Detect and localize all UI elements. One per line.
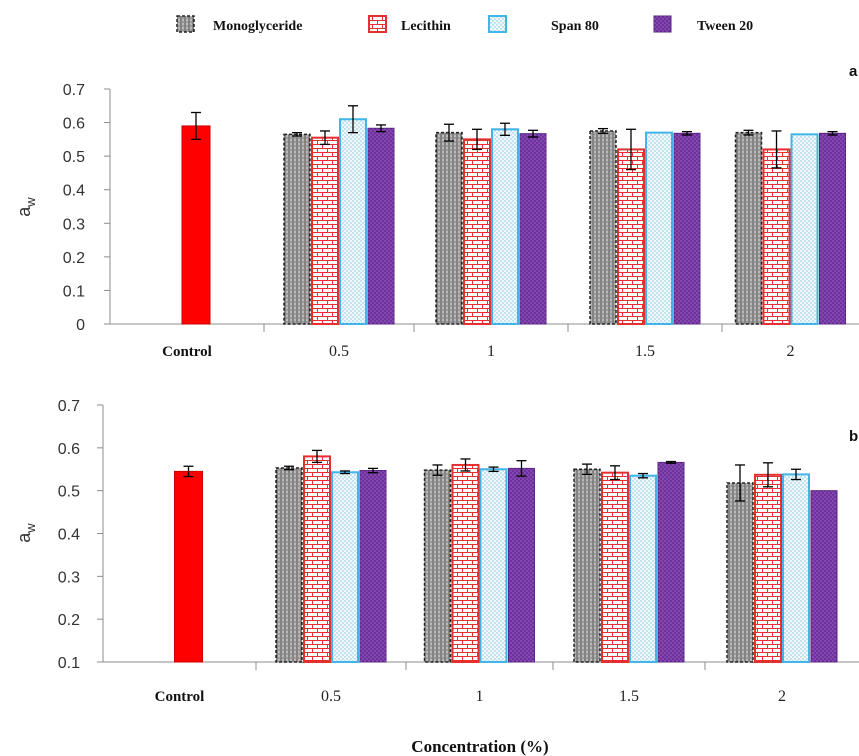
y-tick-label: 0.6 (58, 441, 80, 458)
x-category-label: 1 (487, 343, 495, 360)
legend-item-span-80: Span 80 (488, 15, 599, 34)
y-tick-label: 0.1 (58, 655, 80, 672)
x-category-label: 1.5 (619, 688, 639, 705)
x-category-label: 1.5 (635, 343, 655, 360)
legend-swatch-tween-20 (653, 15, 672, 33)
y-axis-label: aw (14, 523, 38, 543)
legend-item-monoglyceride: Monoglyceride (176, 15, 302, 34)
legend-item-lecithin: Lecithin (368, 15, 451, 34)
x-category-label: 0.5 (321, 688, 341, 705)
y-tick-label: 0.2 (63, 250, 85, 267)
bar-lecithin-2 (754, 473, 782, 663)
x-category-label: 0.5 (329, 343, 349, 360)
y-tick-label: 0.1 (63, 283, 85, 300)
bar-tween-20-1-5 (657, 461, 685, 663)
x-category-label: 1 (476, 688, 484, 705)
y-axis-label: aw (14, 197, 38, 217)
legend-label-tween-20: Tween 20 (697, 19, 753, 34)
bar-tween-20-1-5 (673, 132, 701, 325)
y-tick-label: 0.3 (63, 216, 85, 233)
legend-swatch-monoglyceride (176, 15, 195, 33)
bar-span-80-1 (491, 128, 519, 325)
x-category-label: Control (162, 344, 212, 360)
y-tick-label: 0.5 (63, 149, 85, 166)
bar-monoglyceride-1-5 (589, 130, 617, 325)
bar-tween-20-0-5 (359, 470, 387, 663)
bar-span-80-0-5 (331, 471, 359, 663)
bar-monoglyceride-2 (726, 482, 754, 663)
bar-tween-20-1 (519, 133, 547, 325)
bar-control (174, 470, 203, 663)
panel-b: 0.1 0.2 0.3 0.4 0.5 0.6 0.7 Control 0.5 1 1.5 2 aw b (14, 398, 859, 705)
bar-lecithin-0-5 (311, 136, 339, 325)
bar-span-80-2 (790, 133, 819, 325)
bar-tween-20-0-5 (367, 127, 395, 325)
legend-label-monoglyceride: Monoglyceride (213, 19, 302, 34)
bar-monoglyceride-1-5 (573, 468, 601, 663)
x-category-label: 2 (787, 343, 795, 360)
bar-monoglyceride-0-5 (275, 467, 303, 663)
y-tick-label: 0.5 (58, 484, 80, 501)
bar-lecithin-0-5 (303, 455, 331, 663)
bar-span-80-1-5 (629, 474, 657, 663)
panel-letter: b (849, 428, 858, 445)
bar-lecithin-1 (463, 138, 491, 325)
bar-tween-20-1 (508, 467, 535, 663)
y-tick-label: 0.7 (63, 82, 85, 99)
bar-span-80-1 (479, 468, 508, 663)
legend-swatch-span-80 (488, 15, 507, 33)
legend-label-span-80: Span 80 (551, 19, 599, 34)
x-axis-title: Concentration (%) (411, 737, 548, 756)
x-category-label: 2 (778, 688, 786, 705)
bar-monoglyceride-1 (423, 469, 452, 663)
bar-span-80-0-5 (339, 118, 367, 326)
bar-lecithin-2 (762, 148, 791, 325)
bar-tween-20-2 (810, 490, 838, 663)
y-tick-label: 0.7 (58, 398, 80, 415)
legend-item-tween-20: Tween 20 (653, 15, 753, 34)
x-category-label: Control (155, 689, 205, 705)
bar-monoglyceride-0-5 (283, 133, 311, 325)
bar-lecithin-1-5 (601, 471, 629, 663)
y-tick-label: 0.2 (58, 612, 80, 629)
bar-lecithin-1 (451, 463, 480, 664)
panel-a: 0 0.1 0.2 0.3 0.4 0.5 0.6 0.7 Control 0.5 1 1.5 2 aw a (14, 63, 859, 360)
bar-lecithin-1-5 (617, 148, 645, 325)
y-tick-label: 0.3 (58, 569, 80, 586)
bar-tween-20-2 (819, 132, 846, 325)
bar-monoglyceride-1 (435, 131, 463, 325)
bar-control (181, 125, 211, 325)
y-tick-label: 0.4 (63, 183, 85, 200)
legend-label-lecithin: Lecithin (401, 19, 451, 34)
chart-legend: Monoglyceride Lecithin Span 80 Tween 20 (176, 15, 753, 34)
y-tick-label: 0.4 (58, 527, 80, 544)
y-tick-label: 0 (76, 317, 85, 334)
panel-letter: a (849, 63, 858, 80)
bar-monoglyceride-2 (734, 131, 763, 325)
legend-swatch-lecithin (368, 15, 387, 33)
y-tick-label: 0.6 (63, 116, 85, 133)
bar-span-80-2 (782, 473, 810, 664)
bar-span-80-1-5 (645, 131, 673, 325)
